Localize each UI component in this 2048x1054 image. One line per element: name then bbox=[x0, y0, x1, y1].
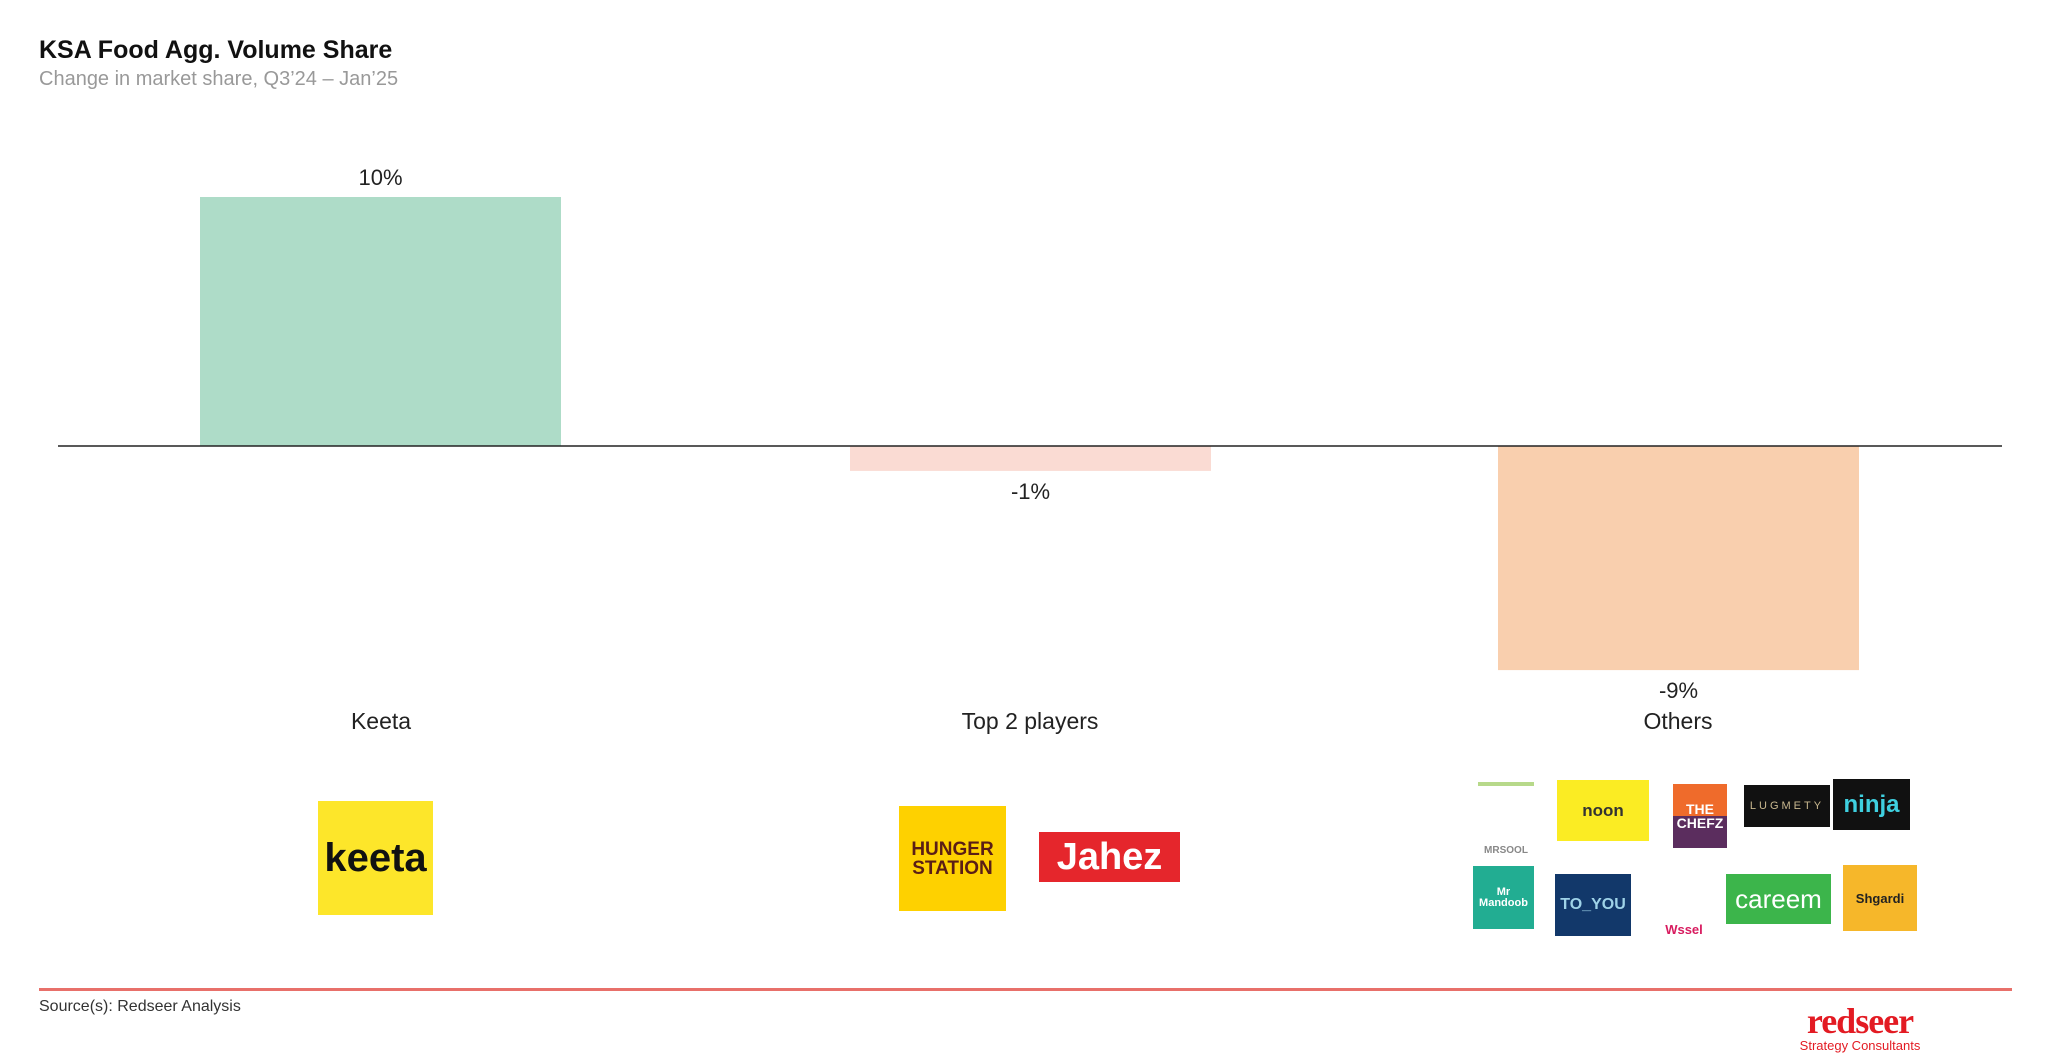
keeta-logo: keeta bbox=[318, 801, 433, 915]
mrmandoob-logo: Mr Mandoob bbox=[1473, 866, 1534, 929]
chart-title: KSA Food Agg. Volume Share bbox=[39, 36, 393, 64]
lugmety-logo: LUGMETY bbox=[1744, 785, 1830, 827]
data-label-2: -9% bbox=[1659, 678, 1698, 703]
brand-tagline: Strategy Consultants bbox=[1799, 1038, 1921, 1053]
category-label-top2: Top 2 players bbox=[961, 708, 1099, 734]
category-label-keeta: Keeta bbox=[350, 708, 412, 734]
bar-0 bbox=[200, 197, 561, 446]
brand-name: redseer bbox=[1806, 1001, 1914, 1041]
footer-divider bbox=[39, 988, 2012, 991]
mrsool-logo: MRSOOL bbox=[1478, 782, 1534, 856]
toyou-logo: TO_YOU bbox=[1555, 874, 1631, 936]
bar-chart: 10% -1% -9% bbox=[58, 165, 2002, 703]
hungerstation-logo: HUNGER STATION bbox=[899, 806, 1006, 911]
shgardi-logo: Shgardi bbox=[1843, 865, 1917, 931]
source-note: Source(s): Redseer Analysis bbox=[39, 998, 241, 1015]
thechefz-logo: THE CHEFZ bbox=[1673, 784, 1727, 848]
careem-logo: careem bbox=[1726, 874, 1831, 924]
category-label-others: Others bbox=[1643, 708, 1713, 734]
wssel-logo: Wssel bbox=[1654, 868, 1714, 936]
ninja-logo: ninja bbox=[1833, 779, 1910, 830]
chart-subtitle: Change in market share, Q3’24 – Jan’25 bbox=[39, 68, 399, 90]
redseer-logo: redseer Strategy Consultants bbox=[1770, 1001, 1950, 1053]
bar-2 bbox=[1498, 446, 1859, 671]
bar-1 bbox=[850, 446, 1211, 471]
noon-logo: noon bbox=[1557, 780, 1649, 841]
data-label-1: -1% bbox=[1011, 479, 1050, 504]
jahez-logo: Jahez bbox=[1039, 832, 1180, 882]
data-label-0: 10% bbox=[358, 165, 402, 190]
